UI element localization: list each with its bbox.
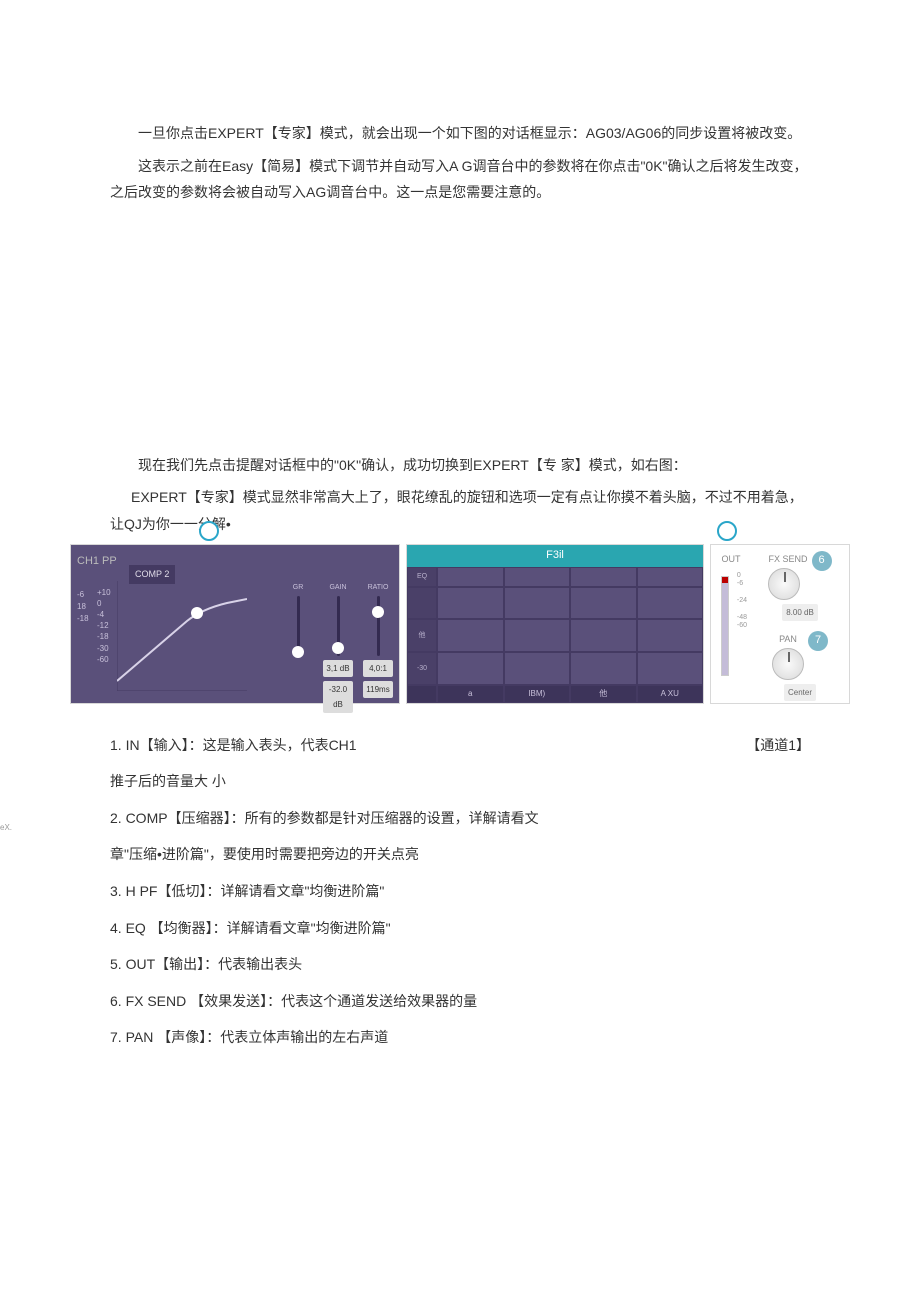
intro-p2: 这表示之前在Easy【简易】模式下调节并自动写入A G调音台中的参数将在你点击"… xyxy=(110,153,810,206)
side-label: eX. xyxy=(0,820,12,835)
numbered-list: 1. IN【输入】：这是输入表头，代表CH1 【通道1】 推子后的音量大 小 2… xyxy=(110,732,810,1051)
intro-p1: 一旦你点击EXPERT【专家】模式，就会出现一个如下图的对话框显示：AG03/A… xyxy=(110,120,810,147)
comp-curve xyxy=(117,581,247,691)
slider-ratio[interactable]: RATIO 4,0:1 119ms xyxy=(363,581,393,714)
badge-1 xyxy=(199,521,219,541)
list-sub: 章"压缩•进阶篇"，要使用时需要把旁边的开关点亮 xyxy=(110,841,810,868)
badge-5 xyxy=(717,521,737,541)
comp-panel: CH1 PP COMP 2 -6 18 -18 +10 0 -4 -12 -18… xyxy=(70,544,400,704)
list-item: 4. EQ 【均衡器】：详解请看文章"均衡进阶篇" xyxy=(110,915,810,942)
comp-scale-left: -6 18 -18 xyxy=(77,589,89,625)
comp-header: CH1 PP xyxy=(77,551,117,572)
out-meter xyxy=(721,576,729,676)
badge-7: 7 xyxy=(808,631,828,651)
fx-col: FX SEND 6 8.00 dB PAN 7 Center xyxy=(751,545,849,703)
out-meter-col: OUT 0 -6 -24 -48 -60 xyxy=(711,545,751,703)
badge-6: 6 xyxy=(812,551,832,571)
slider-gain[interactable]: GAIN 3,1 dB -32.0 dB xyxy=(323,581,353,714)
list-sub: 推子后的音量大 小 xyxy=(110,768,810,795)
expert-mode-diagram: CH1 PP COMP 2 -6 18 -18 +10 0 -4 -12 -18… xyxy=(70,544,850,704)
list-item: 3. H PF【低切】：详解请看文章"均衡进阶篇" xyxy=(110,878,810,905)
comp-scale-inner: +10 0 -4 -12 -18 -30 -60 xyxy=(97,587,111,665)
list-item: 1. IN【输入】：这是输入表头，代表CH1 【通道1】 xyxy=(110,732,810,759)
list-item: 5. OUT【输出】：代表输出表头 xyxy=(110,951,810,978)
eq-panel: F3il EQ 他 -30 a IBM) 他 A XU xyxy=(406,544,704,704)
fx-send-knob[interactable] xyxy=(768,568,800,600)
list-item: 6. FX SEND 【效果发送】：代表这个通道发送给效果器的量 xyxy=(110,988,810,1015)
comp-sliders: GR GAIN 3,1 dB -32.0 dB RATIO 4,0:1 119m… xyxy=(283,581,393,714)
eq-grid: EQ 他 -30 a IBM) 他 A XU xyxy=(407,567,703,703)
eq-header: F3il xyxy=(407,545,703,567)
out-panel: OUT 0 -6 -24 -48 -60 FX SEND xyxy=(710,544,850,704)
pan-value: Center xyxy=(784,684,816,701)
pan-knob[interactable] xyxy=(772,648,804,680)
list-item: 2. COMP【压缩器】：所有的参数都是针对压缩器的设置，详解请看文 xyxy=(110,805,810,832)
mid-p1: 现在我们先点击提醒对话框中的"0K"确认，成功切换到EXPERT【专 家】模式，… xyxy=(110,452,810,479)
list-item: 7. PAN 【声像】：代表立体声输出的左右声道 xyxy=(110,1024,810,1051)
fx-send-value: 8.00 dB xyxy=(782,604,818,621)
slider-gr[interactable]: GR xyxy=(283,581,313,714)
